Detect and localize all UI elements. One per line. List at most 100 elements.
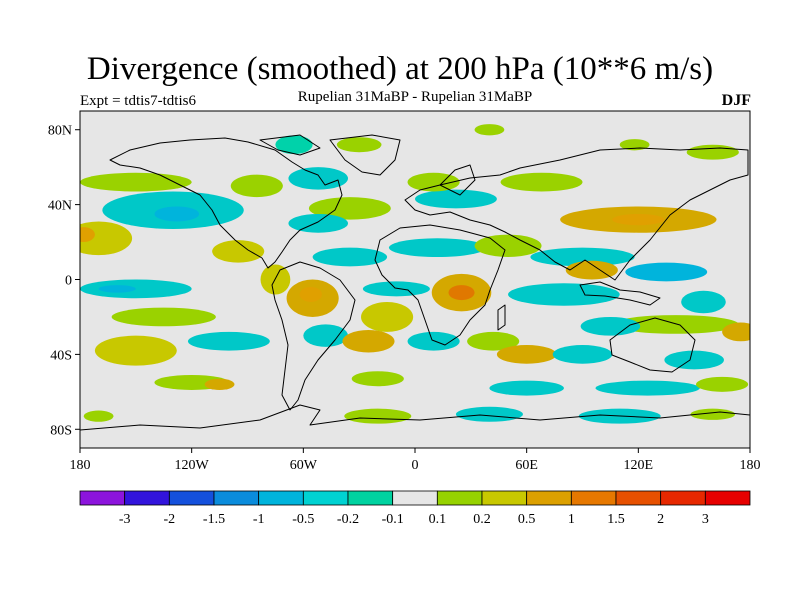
colorbar-swatch <box>570 490 617 506</box>
colorbar-label: 3 <box>702 512 709 527</box>
colorbar-swatch <box>124 490 170 506</box>
colorbar-swatch <box>615 490 662 506</box>
field-region-nw-atlantic-cyan <box>288 167 348 190</box>
colorbar-label: -0.2 <box>337 512 359 527</box>
colorbar-label: 1.5 <box>607 512 625 527</box>
map-axes: 180 120W 60W 0 60E 120E 180 80N 40N 0 40S 80S <box>48 124 761 473</box>
lon-tick-label: 60E <box>515 458 538 473</box>
antarctica-coast <box>80 404 750 431</box>
field-region-s-pacific-orange <box>722 322 750 342</box>
lat-tick-label: 40N <box>48 199 72 214</box>
colorbar-swatch <box>436 490 483 506</box>
colorbar-label: 2 <box>657 512 664 527</box>
lat-tick-label: 80S <box>50 423 72 438</box>
field-region-arctic-green-c <box>619 139 650 151</box>
field-region-n-pacific-green <box>80 172 192 192</box>
field-region-s-atlantic-cyan <box>362 281 430 297</box>
south-america-coast <box>271 261 356 411</box>
field-region-s-ocean-orange <box>204 378 235 390</box>
lon-tick-label: 180 <box>70 458 91 473</box>
australia-coast <box>609 317 696 373</box>
colorbar-swatch <box>526 490 572 506</box>
colorbar-swatch <box>481 490 528 506</box>
colorbar-swatch <box>392 490 438 506</box>
lat-tick-label: 0 <box>65 274 72 289</box>
colorbar-swatch <box>704 490 751 506</box>
colorbar-label: 1 <box>568 512 575 527</box>
lon-tick-label: 60W <box>290 458 318 473</box>
lon-tick-label: 0 <box>412 458 419 473</box>
field-region-s-indian-orange <box>496 345 557 364</box>
indonesia-coast <box>579 281 661 306</box>
field-region-w-pacific-orange-core <box>612 213 665 226</box>
field-region-equatorial-pacific-cyan-core <box>98 285 136 293</box>
eurasia-coast <box>404 147 749 281</box>
field-region-s-indian-cyan <box>552 345 613 364</box>
colorbar-label: 0.1 <box>429 512 447 527</box>
field-region-sahara-cyan <box>388 238 486 258</box>
colorbar-swatch <box>347 490 394 506</box>
colorbar-label: -2 <box>163 512 175 527</box>
arctic-islands-coast <box>259 134 321 156</box>
field-region-s-ocean-cyan-b <box>595 380 700 396</box>
field-region-s-america-cyan <box>303 324 348 347</box>
field-region-indonesia-cyan <box>625 262 708 282</box>
colorbar-swatch <box>302 490 349 506</box>
colorbar-label: -3 <box>119 512 131 527</box>
colorbar: -3 -2 -1.5 -1 -0.5 -0.2 -0.1 0.1 0.2 0.5 1 1.5 2 3 <box>79 490 751 527</box>
field-region-c-pacific-green <box>80 221 133 256</box>
colorbar-label: 0.5 <box>518 512 536 527</box>
field-region-antarctic-green-c <box>83 410 114 422</box>
field-region-s-pacific-cyan <box>187 331 270 351</box>
field-region-e-pacific-orange <box>80 227 95 243</box>
field-region-n-pacific-cyan-core <box>154 206 200 222</box>
field-region-s-ocean-cyan-a <box>489 380 564 396</box>
season-label: DJF <box>721 92 751 109</box>
field-region-india-cyan <box>530 247 635 267</box>
colorbar-swatch <box>79 490 126 506</box>
field-region-africa-orange-core <box>448 285 475 301</box>
field-region-arctic-cyan <box>275 135 313 155</box>
field-region-indian-ocean-cyan <box>508 283 620 306</box>
scandinavia-coast <box>439 164 476 196</box>
field-region-n-atlantic-cyan <box>288 213 348 233</box>
colorbar-swatch <box>168 490 215 506</box>
colorbar-label: -1.5 <box>203 512 225 527</box>
field-region-s-africa-cyan <box>407 331 460 351</box>
field-region-arctic-green-a <box>336 137 382 153</box>
field-region-australia-cyan <box>580 316 641 336</box>
coastlines <box>80 134 750 431</box>
north-america-coast <box>109 137 343 269</box>
lon-tick-label: 120W <box>175 458 210 473</box>
colorbar-swatch <box>660 490 706 506</box>
field-region-antarctic-cyan-a <box>455 406 523 422</box>
field-region-arabia-green <box>474 234 542 258</box>
field-region-arctic-green-d <box>686 144 739 160</box>
experiment-label: Expt = tdtis7-tdtis6 <box>80 93 196 109</box>
field-region-s-atlantic-green <box>361 301 414 332</box>
field-region-amazon-orange-core <box>299 286 322 302</box>
field-region-ne-pacific-green <box>230 174 283 198</box>
field-region-s-pacific-green <box>94 335 177 366</box>
colorbar-label: 0.2 <box>473 512 491 527</box>
field-region-central-america-green <box>212 240 265 263</box>
africa-coast <box>374 224 506 346</box>
lon-tick-label: 120E <box>624 458 654 473</box>
field-region-tropical-pacific-green <box>111 307 216 327</box>
lon-tick-label: 180 <box>740 458 761 473</box>
field-region-arctic-green-b <box>474 124 505 136</box>
field-region-sw-pacific-cyan <box>681 290 726 314</box>
colorbar-label: -1 <box>253 512 265 527</box>
madagascar-coast <box>497 304 506 331</box>
field-region-sw-pacific-cyan-b <box>664 350 724 370</box>
field-region-indian-ocean-orange <box>565 260 618 280</box>
greenland-coast <box>329 134 401 176</box>
field-region-s-ocean-green-c <box>696 376 749 392</box>
lat-tick-label: 40S <box>50 348 72 363</box>
divergence-field <box>80 124 750 424</box>
colorbar-swatch <box>258 490 304 506</box>
plot-subtitle: Rupelian 31MaBP - Rupelian 31MaBP <box>297 89 533 105</box>
field-region-s-africa-green <box>467 331 520 351</box>
plot-title: Divergence (smoothed) at 200 hPa (10**6 … <box>86 51 714 87</box>
